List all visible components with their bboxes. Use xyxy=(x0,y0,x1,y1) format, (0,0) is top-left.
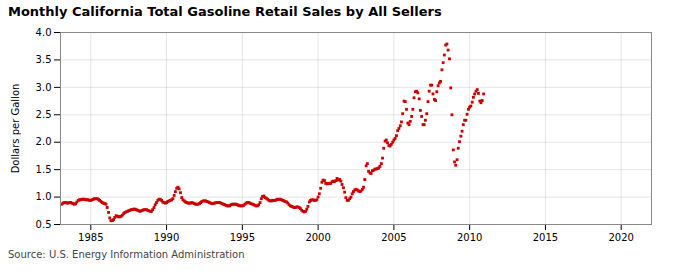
svg-text:2010: 2010 xyxy=(457,232,482,243)
svg-text:2.5: 2.5 xyxy=(36,109,52,120)
svg-text:2.0: 2.0 xyxy=(36,136,52,147)
svg-text:2000: 2000 xyxy=(305,232,330,243)
html-text:Monthly California Total Gasol: Monthly California Total Gasoline Retail… xyxy=(8,4,442,19)
svg-text:2005: 2005 xyxy=(381,232,406,243)
svg-text:1990: 1990 xyxy=(154,232,179,243)
svg-text:0.5: 0.5 xyxy=(36,219,52,230)
svg-text:2020: 2020 xyxy=(608,232,633,243)
svg-text:1995: 1995 xyxy=(230,232,255,243)
svg-text:3.5: 3.5 xyxy=(36,54,52,65)
svg-text:4.0: 4.0 xyxy=(36,27,52,38)
svg-text:2015: 2015 xyxy=(533,232,558,243)
svg-text:1985: 1985 xyxy=(78,232,103,243)
svg-text:Dollars per Gallon: Dollars per Gallon xyxy=(10,84,21,174)
svg-text:1.5: 1.5 xyxy=(36,164,52,175)
html-text:Source: U.S. Energy Informatio: Source: U.S. Energy Information Administ… xyxy=(8,249,245,260)
svg-text:1.0: 1.0 xyxy=(36,191,52,202)
svg-text:3.0: 3.0 xyxy=(36,82,52,93)
